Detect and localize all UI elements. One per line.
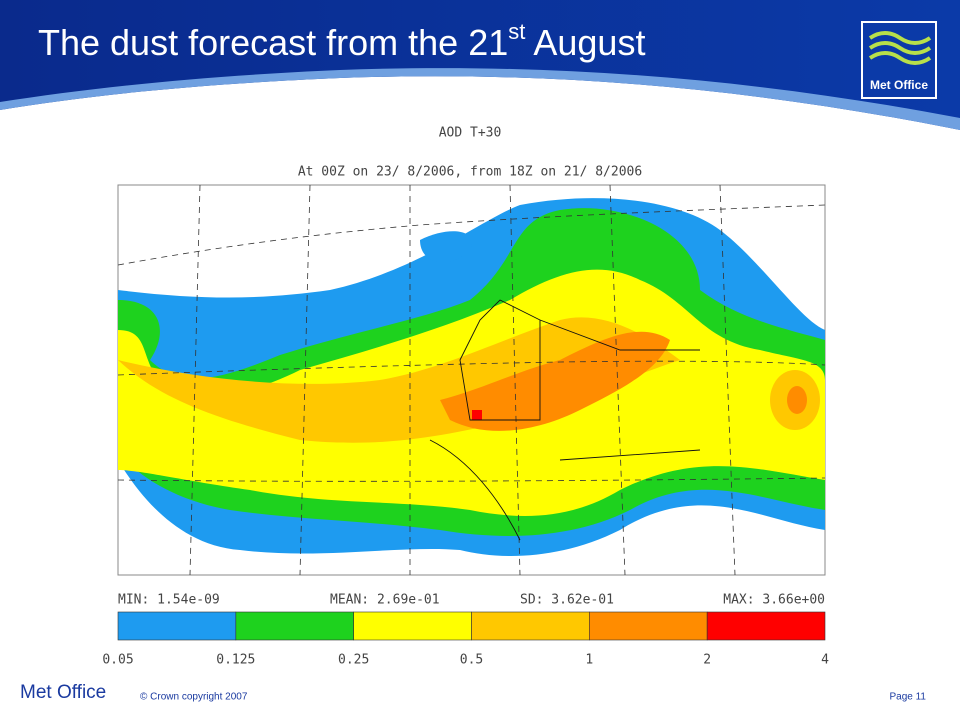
colorbar-segment <box>589 611 708 641</box>
logo: Met Office <box>861 21 937 99</box>
footer-brand: Met Office <box>20 682 106 703</box>
figure-title: AOD T+30 <box>439 126 502 141</box>
colorbar-label: 0.125 <box>216 653 255 668</box>
map <box>117 184 826 576</box>
colorbar-label: 2 <box>703 653 711 668</box>
stat-label: SD: 3.62e-01 <box>520 593 614 608</box>
colorbar: 0.05 0.125 0.25 0.5 1 2 4 <box>102 611 829 668</box>
title-sup: st <box>508 19 525 44</box>
figure-subtitle: At 00Z on 23/ 8/2006, from 18Z on 21/ 8/… <box>298 165 642 180</box>
page-number: Page 11 <box>889 692 926 703</box>
colorbar-label: 0.5 <box>460 653 483 668</box>
colorbar-segment <box>117 611 237 641</box>
title-text: August <box>525 22 645 63</box>
colorbar-label: 4 <box>821 653 829 668</box>
colorbar-segment <box>353 611 472 641</box>
colorbar-label: 0.25 <box>338 653 369 668</box>
footer-copyright: © Crown copyright 2007 <box>140 692 248 703</box>
colorbar-segment <box>235 611 354 641</box>
stat-label: MEAN: 2.69e-01 <box>330 593 440 608</box>
stat-label: MAX: 3.66e+00 <box>723 593 825 608</box>
header-accent <box>0 68 960 130</box>
slide-title: The dust forecast from the 21st August <box>38 19 645 63</box>
colorbar-label: 0.05 <box>102 653 133 668</box>
colorbar-segment <box>706 611 826 641</box>
logo-text: Met Office <box>870 78 928 92</box>
colorbar-label: 1 <box>585 653 593 668</box>
colorbar-segment <box>471 611 590 641</box>
title-text: The dust forecast from the 21 <box>38 22 508 63</box>
stats: MIN: 1.54e-09 MEAN: 2.69e-01 SD: 3.62e-01 M… <box>118 593 825 608</box>
header-band <box>0 0 960 130</box>
stat-label: MIN: 1.54e-09 <box>118 593 220 608</box>
